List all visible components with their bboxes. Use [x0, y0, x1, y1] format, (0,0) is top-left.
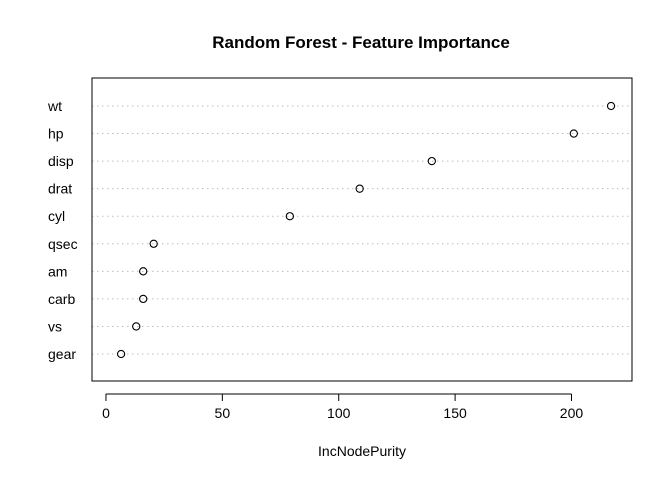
data-point-vs: [132, 322, 141, 331]
category-label-gear: gear: [48, 346, 76, 362]
category-label-drat: drat: [48, 181, 72, 197]
data-point-am: [139, 267, 148, 276]
category-label-qsec: qsec: [48, 236, 78, 252]
chart-title: Random Forest - Feature Importance: [212, 33, 510, 52]
data-points: [116, 101, 616, 359]
data-point-qsec: [149, 239, 158, 248]
data-point-carb: [139, 294, 148, 304]
data-point-cyl: [285, 212, 294, 221]
category-label-vs: vs: [48, 318, 62, 334]
plot-frame: [91, 77, 633, 382]
category-label-cyl: cyl: [48, 208, 65, 224]
data-point-gear: [116, 349, 126, 359]
x-tick-label-100: 100: [327, 405, 351, 421]
category-label-wt: wt: [47, 98, 62, 114]
x-axis: 0 50 100 150 200: [102, 393, 584, 421]
data-point-wt: [606, 101, 616, 111]
category-label-hp: hp: [48, 126, 64, 142]
category-label-disp: disp: [48, 153, 74, 169]
x-tick-label-150: 150: [443, 405, 467, 421]
x-tick-label-200: 200: [560, 405, 584, 421]
category-labels: wt hp disp drat cyl qsec am carb vs gear: [47, 98, 78, 362]
category-label-carb: carb: [48, 291, 75, 307]
data-point-hp: [569, 129, 578, 138]
data-point-drat: [355, 184, 364, 193]
x-tick-label-0: 0: [102, 405, 110, 421]
x-tick-label-50: 50: [215, 405, 231, 421]
category-label-am: am: [48, 263, 67, 279]
x-axis-label: IncNodePurity: [318, 443, 406, 459]
data-point-disp: [427, 156, 436, 166]
grid-lines: [92, 105, 632, 355]
